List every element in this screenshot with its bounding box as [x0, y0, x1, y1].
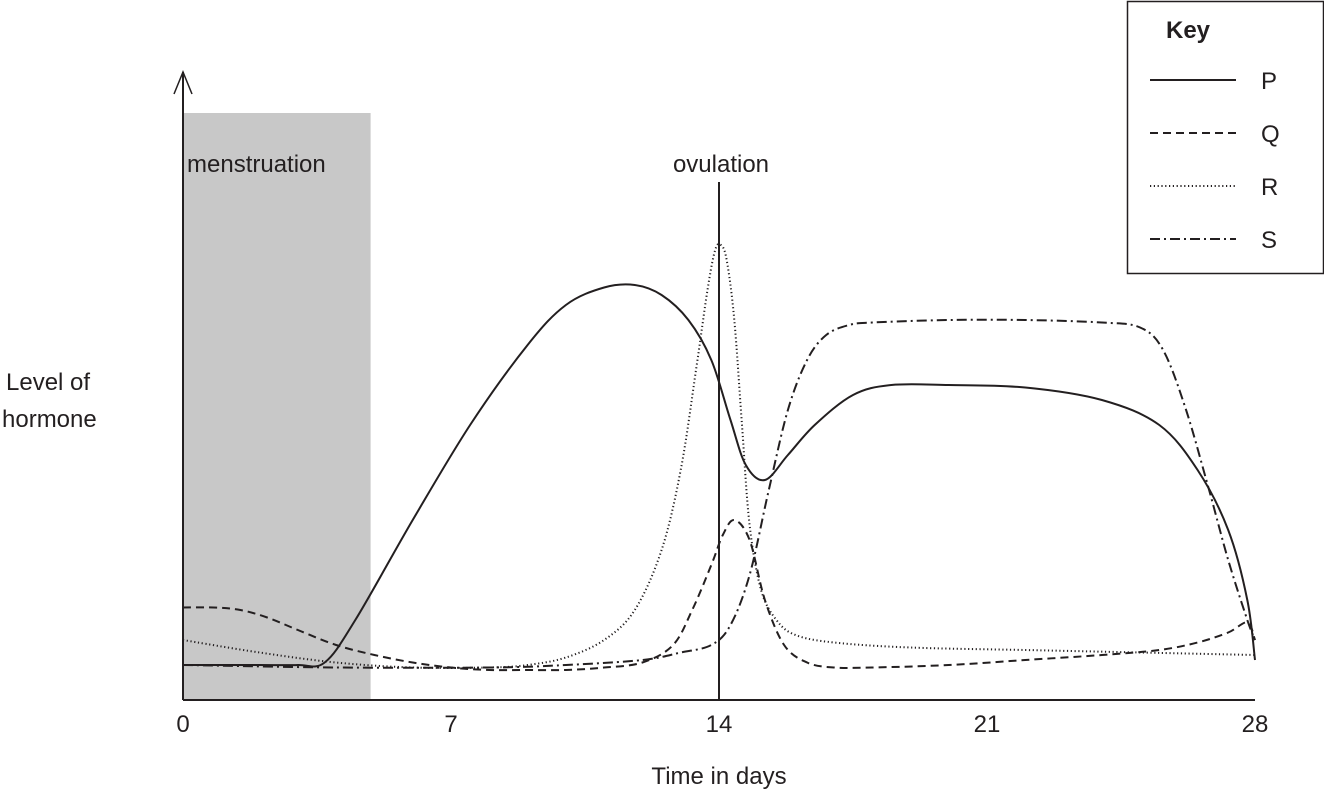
menstruation-shading — [183, 113, 371, 700]
legend-box — [1126, 0, 1324, 275]
legend-label-S: S — [1261, 227, 1277, 254]
x-tick-label-0: 0 — [176, 711, 189, 738]
y-axis-arrowhead — [173, 70, 193, 95]
series-P-line — [183, 283, 1256, 668]
menstruation-label: menstruation — [187, 151, 326, 178]
x-tick-label-14: 14 — [706, 711, 733, 738]
series-S-line — [182, 318, 1256, 669]
series-layer — [182, 242, 1256, 672]
x-tick-labels: 0 7 14 21 28 — [176, 711, 1268, 738]
legend-label-P: P — [1261, 68, 1277, 95]
series-Q-line — [182, 518, 1256, 672]
x-tick-label-21: 21 — [974, 711, 1001, 738]
x-tick-label-7: 7 — [444, 711, 457, 738]
y-axis-title-line-2: hormone — [2, 406, 97, 433]
y-axis-title-line-1: Level of — [6, 369, 90, 396]
x-axis-title: Time in days — [651, 763, 786, 790]
legend-label-Q: Q — [1261, 121, 1280, 148]
legend-label-R: R — [1261, 174, 1278, 201]
ovulation-label: ovulation — [673, 151, 769, 178]
x-tick-label-28: 28 — [1242, 711, 1269, 738]
legend-title: Key — [1166, 17, 1211, 44]
